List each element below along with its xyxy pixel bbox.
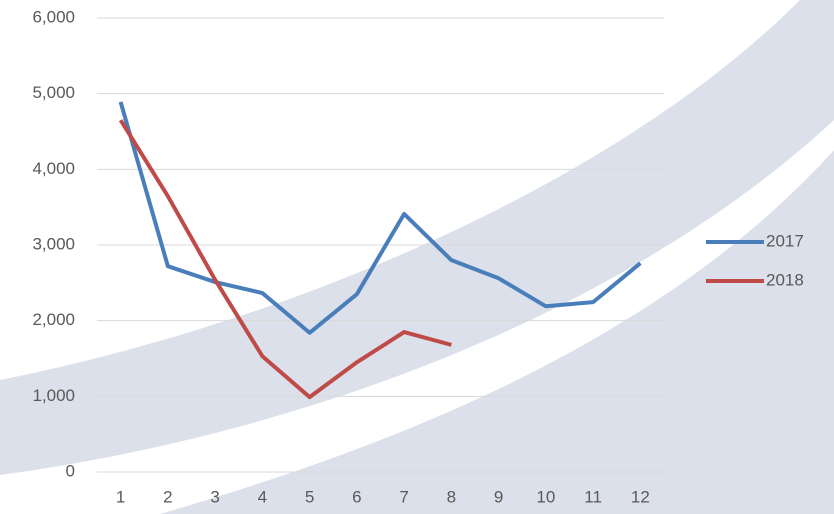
y-tick-label: 3,000 bbox=[32, 234, 75, 253]
y-tick-label: 5,000 bbox=[32, 83, 75, 102]
y-tick-label: 4,000 bbox=[32, 159, 75, 178]
x-tick-label: 11 bbox=[584, 487, 602, 506]
x-tick-label: 8 bbox=[447, 487, 456, 506]
x-tick-label: 2 bbox=[163, 487, 172, 506]
x-tick-label: 12 bbox=[631, 487, 650, 506]
x-tick-label: 9 bbox=[494, 487, 503, 506]
x-tick-label: 6 bbox=[352, 487, 361, 506]
x-tick-label: 3 bbox=[210, 487, 219, 506]
y-tick-label: 6,000 bbox=[32, 7, 75, 26]
y-tick-label: 0 bbox=[66, 461, 75, 480]
x-tick-label: 5 bbox=[305, 487, 314, 506]
y-tick-label: 2,000 bbox=[32, 310, 75, 329]
y-tick-label: 1,000 bbox=[32, 386, 75, 405]
x-tick-label: 1 bbox=[116, 487, 125, 506]
legend-label: 2017 bbox=[766, 231, 804, 250]
chart: 01,0002,0003,0004,0005,0006,000123456789… bbox=[0, 0, 834, 514]
x-tick-label: 7 bbox=[399, 487, 408, 506]
x-tick-label: 4 bbox=[258, 487, 267, 506]
legend-label: 2018 bbox=[766, 270, 804, 289]
x-tick-label: 10 bbox=[536, 487, 555, 506]
